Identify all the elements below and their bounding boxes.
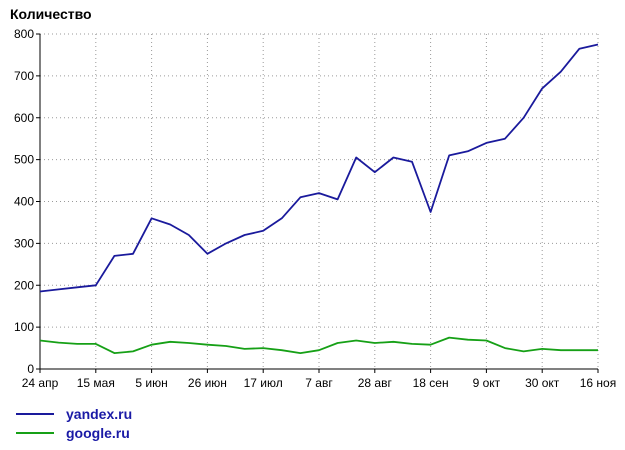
y-tick-label: 700 <box>14 69 34 83</box>
x-tick-label: 7 авг <box>305 376 333 390</box>
y-tick-label: 300 <box>14 236 34 250</box>
legend-label-google-ru: google.ru <box>66 425 130 441</box>
y-tick-label: 500 <box>14 153 34 167</box>
y-axis-ticks: 0 100 200 300 400 500 600 700 800 <box>14 27 40 376</box>
x-tick-label: 30 окт <box>525 376 560 390</box>
x-tick-label: 16 ноя <box>580 376 616 390</box>
series-line-yandex-ru <box>39 43 599 293</box>
grid <box>40 33 599 369</box>
x-tick-label: 5 июн <box>135 376 167 390</box>
x-tick-label: 18 сен <box>413 376 449 390</box>
legend-label-yandex-ru: yandex.ru <box>66 406 132 422</box>
y-tick-label: 400 <box>14 195 34 209</box>
y-tick-label: 200 <box>14 278 34 292</box>
x-tick-label: 9 окт <box>473 376 501 390</box>
x-tick-label: 17 июл <box>244 376 283 390</box>
series-line-google-ru <box>39 336 598 355</box>
y-tick-label: 100 <box>14 320 34 334</box>
x-axis-ticks: 24 апр 15 мая 5 июн 26 июн 17 июл 7 авг 28 авг… <box>22 369 616 390</box>
y-axis-title: Количество <box>10 6 92 22</box>
legend: yandex.ru google.ru <box>16 406 132 441</box>
x-tick-label: 28 авг <box>358 376 393 390</box>
series-lines <box>39 43 599 355</box>
x-tick-label: 24 апр <box>22 376 59 390</box>
y-tick-label: 0 <box>27 362 34 376</box>
x-tick-label: 15 мая <box>77 376 115 390</box>
y-tick-label: 800 <box>14 27 34 41</box>
y-tick-label: 600 <box>14 111 34 125</box>
x-tick-label: 26 июн <box>188 376 227 390</box>
